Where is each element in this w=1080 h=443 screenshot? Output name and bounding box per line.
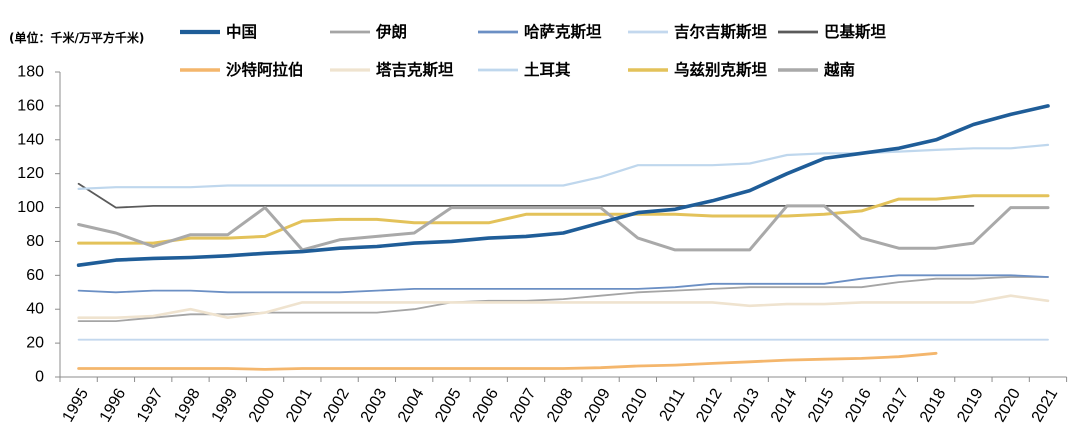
x-tick-label: 2011: [657, 386, 689, 424]
legend-label: 伊朗: [375, 22, 407, 41]
series-line: [76, 104, 1050, 268]
legend-item: 巴基斯坦: [778, 22, 887, 41]
x-tick-label: 1996: [97, 386, 130, 425]
legend-item: 土耳其: [478, 60, 571, 79]
series-1: [77, 276, 1049, 323]
series-line: [77, 204, 1050, 252]
legend-label: 乌兹别克斯坦: [674, 60, 768, 79]
series-line: [77, 274, 1049, 294]
y-tick-label: 20: [26, 335, 44, 352]
legend-label: 塔吉克斯坦: [376, 60, 454, 79]
legend-item: 伊朗: [330, 22, 407, 41]
x-tick-label: 2013: [731, 386, 764, 425]
x-tick-label: 2019: [954, 386, 987, 425]
series-line: [77, 194, 1050, 245]
legend-item: 哈萨克斯坦: [478, 22, 602, 41]
x-tick-label: 2007: [507, 386, 540, 425]
legend-label: 土耳其: [524, 60, 571, 79]
series-9: [77, 204, 1050, 252]
x-tick-label: 2005: [432, 386, 465, 425]
x-tick-label: 2002: [320, 386, 353, 425]
axes: 0 20 40 60 80 100 120 140 160 180 1995 1996 1997 1998…: [17, 64, 1068, 425]
series-line: [77, 294, 1050, 320]
legend-label: 巴基斯坦: [824, 22, 887, 41]
legend-item: 塔吉克斯坦: [330, 60, 454, 79]
series-4: [77, 182, 975, 209]
series-line: [77, 351, 938, 371]
series-5: [77, 351, 938, 371]
y-tick-label: 120: [17, 165, 44, 182]
x-tick-label: 2015: [805, 386, 838, 425]
unit-label: (单位：千米/万平方千米): [9, 31, 145, 45]
legend-item: 吉尔吉斯斯坦: [628, 22, 768, 41]
x-tick-label: 2014: [768, 386, 801, 425]
x-tick-label: 1998: [171, 386, 204, 425]
x-tick-label: 2004: [395, 386, 428, 425]
y-tick-label: 180: [17, 64, 44, 81]
x-tick-label: 2021: [1029, 386, 1062, 425]
legend-label: 中国: [226, 22, 257, 41]
x-tick-label: 2006: [470, 386, 503, 425]
legend-item: 乌兹别克斯坦: [628, 60, 768, 79]
x-tick-label: 2010: [619, 386, 652, 425]
x-tick-label: 2000: [246, 386, 279, 425]
series-line: [77, 276, 1049, 323]
x-tick-label: 1997: [134, 386, 167, 425]
legend-label: 越南: [823, 60, 855, 79]
y-tick-label: 100: [17, 199, 44, 216]
x-tick-label: 2003: [358, 386, 391, 425]
legend-label: 哈萨克斯坦: [524, 22, 602, 41]
series-7: [77, 143, 1050, 190]
y-tick-label: 160: [17, 97, 44, 114]
y-tick-label: 40: [26, 301, 44, 318]
legend-item: 沙特阿拉伯: [180, 60, 304, 79]
legend-item: 中国: [180, 22, 257, 41]
x-tick-label: 2018: [917, 386, 950, 425]
series-0: [76, 104, 1050, 268]
x-tick-label: 1999: [209, 386, 242, 425]
legend-item: 越南: [778, 60, 855, 79]
y-tick-label: 140: [17, 131, 44, 148]
y-tick-label: 60: [26, 267, 44, 284]
y-tick-label: 80: [26, 233, 44, 250]
x-tick-label: 2012: [693, 386, 726, 425]
x-tick-label: 2017: [880, 386, 913, 425]
x-tick-label: 2008: [544, 386, 577, 425]
y-tick-label: 0: [35, 369, 44, 386]
plot-area: [76, 104, 1050, 371]
x-tick-label: 1995: [59, 386, 92, 425]
x-tick-label: 2020: [992, 386, 1025, 425]
x-tick-label: 2001: [283, 386, 316, 425]
series-8: [77, 194, 1050, 245]
x-tick-label: 2016: [842, 386, 875, 425]
series-2: [77, 274, 1049, 294]
series-line: [77, 143, 1050, 190]
x-tick-label: 2009: [581, 386, 614, 425]
legend-label: 沙特阿拉伯: [226, 60, 304, 79]
series-line: [77, 182, 975, 209]
legend-label: 吉尔吉斯斯坦: [674, 22, 768, 41]
series-6: [77, 294, 1050, 320]
